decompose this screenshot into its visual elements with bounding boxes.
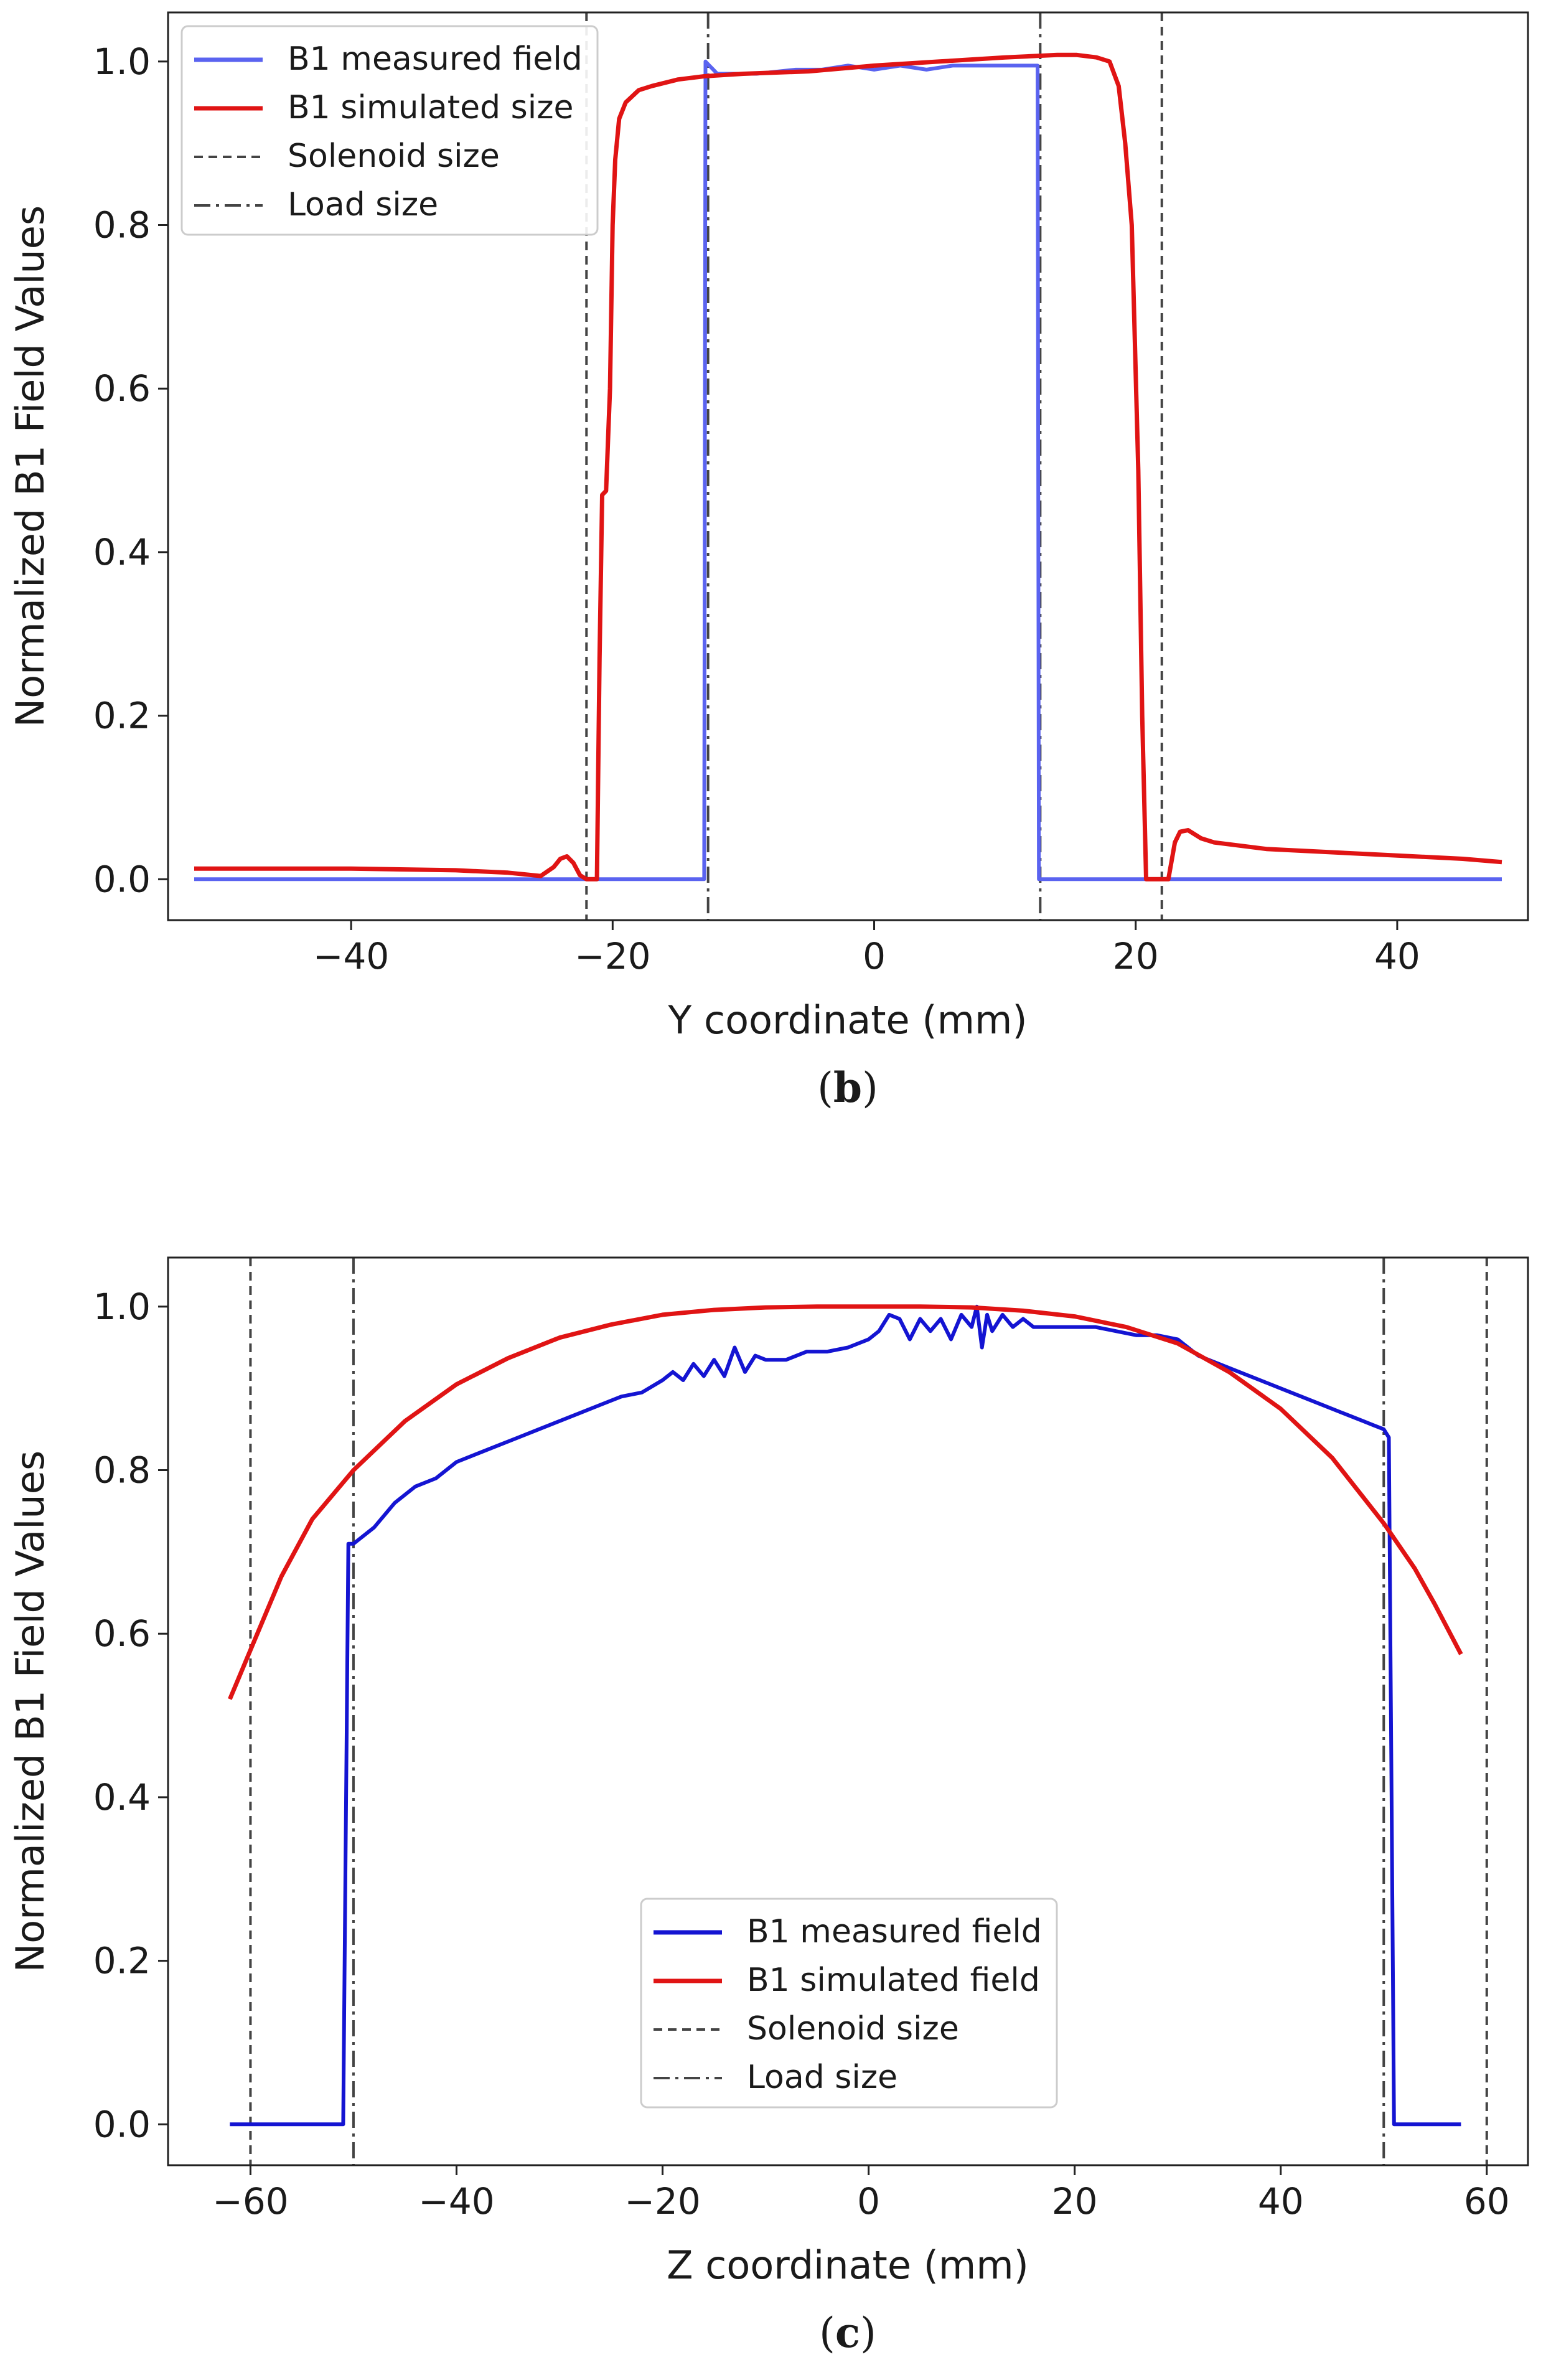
measured-field-line — [230, 1304, 1461, 2127]
x-tick-label: 40 — [1258, 2180, 1304, 2222]
panel-b-legend: B1 measured field B1 simulated size Sole… — [180, 25, 599, 236]
x-tick-label: 60 — [1464, 2180, 1510, 2222]
panel-c-legend-box — [640, 1898, 1058, 2109]
panel-c-legend-label-load: Load size — [747, 2059, 897, 2096]
panel-b-x-axis-title: Y coordinate (mm) — [667, 997, 1027, 1043]
panel-b-series-layer — [194, 52, 1502, 882]
panel-b-legend-label-load: Load size — [288, 186, 438, 223]
panel-c-y-ticks: 0.0 0.2 0.4 0.6 0.8 1.0 — [93, 1286, 168, 2145]
y-tick-label: 0.8 — [93, 1449, 151, 1492]
x-tick-label: −20 — [574, 935, 650, 977]
panel-c-legend-label-solenoid: Solenoid size — [747, 2010, 959, 2048]
simulated-field-line — [194, 52, 1502, 882]
y-tick-label: 0.6 — [93, 367, 151, 410]
x-tick-label: 0 — [863, 935, 886, 977]
chart-panel-b: −40 −20 0 20 40 0.0 0.2 0.4 0.6 0.8 1.0 Y coordin… — [7, 11, 1529, 1112]
y-tick-label: 0.2 — [93, 695, 151, 737]
panel-b-legend-label-simulated: B1 simulated size — [288, 89, 574, 126]
x-tick-label: 20 — [1052, 2180, 1098, 2222]
panel-c-plot-frame — [167, 1256, 1529, 2166]
panel-c-legend-handles — [654, 1930, 722, 2079]
x-tick-label: 20 — [1113, 935, 1159, 977]
y-tick-label: 0.4 — [93, 531, 151, 573]
y-tick-label: 0.8 — [93, 204, 151, 247]
panel-c-y-axis-title: Normalized B1 Field Values — [7, 1451, 53, 1972]
y-tick-label: 0.0 — [93, 858, 151, 900]
x-tick-label: 0 — [857, 2180, 880, 2222]
panel-c-x-axis-title: Z coordinate (mm) — [667, 2242, 1029, 2288]
y-tick-label: 1.0 — [93, 40, 151, 83]
panel-c-legend: B1 measured field B1 simulated field Sol… — [640, 1898, 1058, 2109]
simulated-field-line — [228, 1304, 1463, 1700]
panel-c-legend-label-simulated: B1 simulated field — [747, 1962, 1040, 1999]
panel-c-x-ticks: −60 −40 −20 0 20 40 60 — [212, 2165, 1510, 2222]
panel-b-y-axis-title: Normalized B1 Field Values — [7, 205, 53, 727]
x-tick-label: −60 — [212, 2180, 288, 2222]
panel-c-series-layer — [228, 1304, 1463, 2127]
panel-b-plot-frame — [167, 11, 1529, 921]
panel-b-caption: (b) — [817, 1063, 878, 1112]
panel-b-legend-label-solenoid: Solenoid size — [288, 138, 500, 175]
panel-b-legend-label-measured: B1 measured field — [288, 40, 583, 78]
x-tick-label: −20 — [624, 2180, 700, 2222]
panel-c-guide-lines — [249, 1258, 1488, 2165]
y-tick-label: 0.4 — [93, 1776, 151, 1818]
panel-b-x-ticks: −40 −20 0 20 40 — [313, 920, 1420, 977]
panel-b-y-ticks: 0.0 0.2 0.4 0.6 0.8 1.0 — [93, 40, 168, 900]
panel-c-legend-label-measured: B1 measured field — [747, 1913, 1042, 1950]
chart-panel-c: −60 −40 −20 0 20 40 60 0.0 0.2 0.4 0.6 0.8 1.0 Z co… — [7, 1256, 1529, 2357]
panel-c-caption: (c) — [819, 2308, 876, 2357]
panel-b-legend-handles — [194, 57, 263, 207]
panel-b-caption-letter: b — [833, 1063, 862, 1112]
y-tick-label: 0.6 — [93, 1612, 151, 1655]
y-tick-label: 1.0 — [93, 1286, 151, 1328]
x-tick-label: −40 — [313, 935, 389, 977]
x-tick-label: 40 — [1374, 935, 1420, 977]
y-tick-label: 0.0 — [93, 2103, 151, 2145]
panel-c-caption-letter: c — [835, 2308, 860, 2357]
panel-b-legend-box — [180, 25, 599, 236]
x-tick-label: −40 — [418, 2180, 494, 2222]
y-tick-label: 0.2 — [93, 1940, 151, 1982]
